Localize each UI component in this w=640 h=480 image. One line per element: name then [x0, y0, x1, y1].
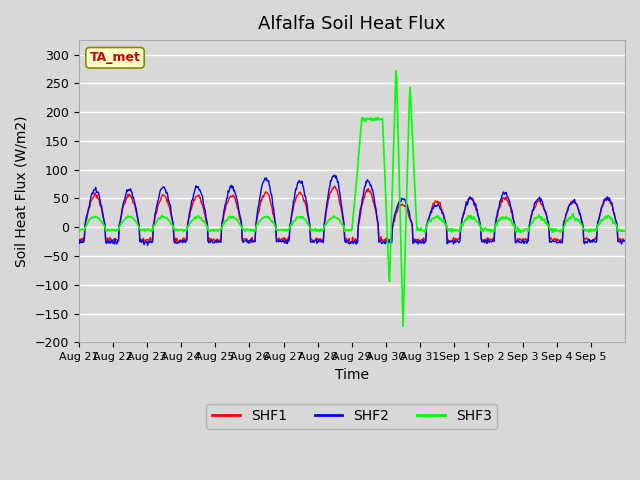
Legend: SHF1, SHF2, SHF3: SHF1, SHF2, SHF3 — [206, 404, 497, 429]
Text: TA_met: TA_met — [90, 51, 140, 64]
Title: Alfalfa Soil Heat Flux: Alfalfa Soil Heat Flux — [258, 15, 445, 33]
Y-axis label: Soil Heat Flux (W/m2): Soil Heat Flux (W/m2) — [15, 116, 29, 267]
X-axis label: Time: Time — [335, 368, 369, 382]
